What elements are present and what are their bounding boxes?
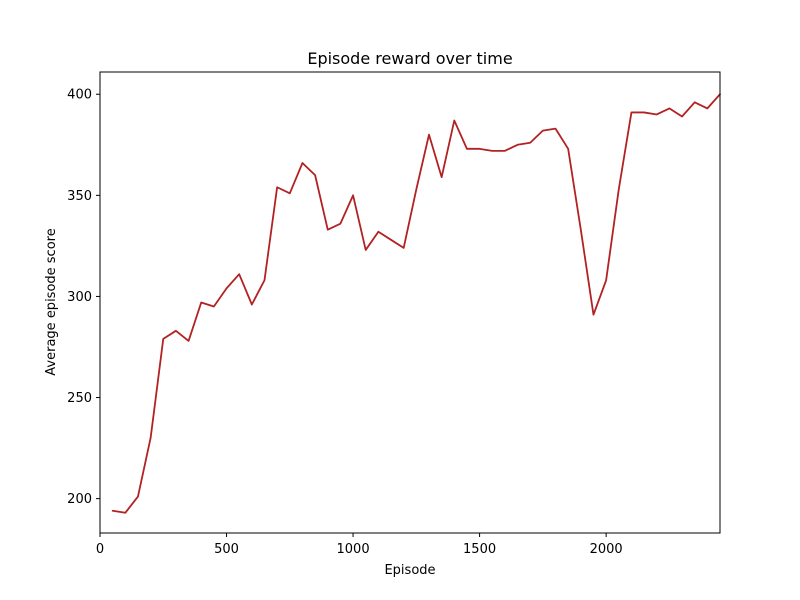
x-tick-label: 0	[96, 542, 104, 557]
x-axis-title: Episode	[384, 563, 435, 578]
series-line-0	[111, 93, 721, 514]
plot-area	[99, 71, 721, 534]
x-tick-label: 1500	[463, 542, 496, 557]
chart-title: Episode reward over time	[307, 49, 512, 68]
x-tick-label: 500	[214, 542, 239, 557]
y-tick-label: 300	[67, 290, 92, 305]
x-tick-label: 1000	[337, 542, 370, 557]
y-tick-label: 250	[67, 391, 92, 406]
y-tick-label: 200	[67, 492, 92, 507]
y-axis-title: Average episode score	[44, 228, 59, 375]
x-tick-label: 2000	[590, 542, 623, 557]
axes-frame	[99, 71, 721, 534]
y-tick-label: 350	[67, 189, 92, 204]
axis-ticks: 0 500 1000 1500 2000 200 250 300 350 400	[67, 88, 622, 557]
y-tick-label: 400	[67, 88, 92, 103]
